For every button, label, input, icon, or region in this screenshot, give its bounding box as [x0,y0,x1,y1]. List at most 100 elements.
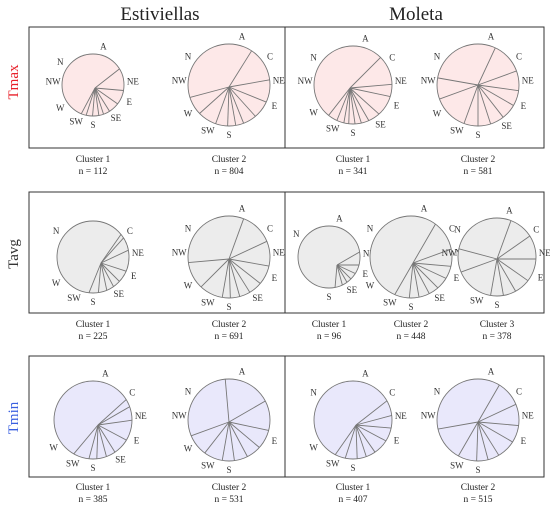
slice-boundary [97,424,116,453]
slice-boundary [80,87,96,114]
cluster-name: Cluster 1 [76,483,111,493]
slice-label-c: C [449,223,455,233]
slice-boundary [412,248,452,264]
pie-disc [187,43,271,127]
pie-disc [56,220,130,294]
slice-label-s: S [90,463,95,473]
slice-boundary [458,248,498,260]
slice-boundary [343,87,351,123]
slice-label-e: E [394,435,400,445]
slice-label-ne: NE [522,76,534,86]
pie-disc [436,378,520,462]
slice-boundary [228,50,252,88]
slice-boundary [88,424,99,459]
slice-boundary [477,84,519,92]
pie-disc [457,217,537,297]
slice-boundary [228,86,256,117]
slice-label-c: C [267,51,273,61]
slice-boundary [477,84,492,125]
slice-label-n: N [185,51,192,61]
pie-charts: ANEESESSWWNWNACNEESSWWNWNACNEESESSWWNWNA… [46,32,550,475]
slice-label-c: C [267,223,273,233]
slice-boundary [355,424,367,457]
column-title-estiviellas: Estiviellas [120,4,199,25]
slice-label-sw: SW [67,293,81,303]
slice-label-a: A [239,204,246,214]
slice-label-w: W [52,278,61,288]
slice-label-sw: SW [450,460,464,470]
slice-boundary [100,237,124,264]
slice-label-c: C [516,51,522,61]
slice-label-c: C [389,387,395,397]
slice-boundary [228,240,268,260]
slice-boundary [437,421,479,430]
slice-label-a: A [239,367,246,377]
cluster-n: n = 581 [463,167,492,177]
slice-label-n: N [185,386,192,396]
slice-boundary [460,258,498,273]
slice-boundary [328,87,351,116]
slice-label-sw: SW [201,125,215,135]
slice-label-nw: NW [421,411,436,421]
slice-boundary [94,87,110,112]
slice-label-s: S [350,463,355,473]
slice-label-c: C [533,224,539,234]
slice-label-se: SE [111,113,122,123]
cluster-name: Cluster 2 [212,155,247,165]
slice-label-sw: SW [201,297,215,307]
slice-label-e: E [134,435,140,445]
slice-boundary [228,258,251,293]
slice-boundary [496,258,529,282]
slice-boundary [349,83,393,89]
slice-label-w: W [184,109,193,119]
slice-label-e: E [127,97,133,107]
slice-boundary [496,220,512,260]
slice-label-se: SE [501,121,512,131]
slice-boundary [215,86,230,124]
slice-label-s: S [350,128,355,138]
slice-boundary [336,264,343,286]
slice-boundary [228,421,235,461]
slice-label-n: N [53,226,60,236]
slice-boundary [336,264,356,274]
slice-boundary [200,258,230,288]
pie-tmax-moleta-cluster-2: A C NE E SE S SW W NW N [421,32,535,140]
slice-label-e: E [394,100,400,110]
slice-label-a: A [488,367,495,377]
slice-boundary [228,258,231,298]
slice-boundary [336,264,352,280]
slice-label-e: E [521,101,527,111]
slice-label-e: E [538,272,544,282]
slice-boundary [477,47,496,86]
slice-boundary [349,87,391,97]
slice-boundary [349,57,381,89]
cluster-n: n = 341 [338,167,367,177]
slice-boundary [97,424,127,441]
slice-label-sw: SW [69,116,83,126]
slice-label-c: C [127,226,133,236]
slice-boundary [355,424,358,459]
slice-boundary [94,87,118,105]
slice-boundary [73,424,99,455]
slice-label-ne: NE [273,248,285,258]
pie-disc [187,215,271,299]
slice-boundary [204,421,230,454]
slice-boundary [477,421,513,443]
slice-label-e: E [521,436,527,446]
slice-label-w: W [184,281,193,291]
slice-label-w: W [433,109,442,119]
slice-boundary [97,419,133,426]
slice-label-ne: NE [132,248,144,258]
slice-label-ne: NE [395,76,407,86]
slice-boundary [412,262,430,294]
cluster-name: Cluster 1 [312,320,347,330]
slice-boundary [191,421,230,437]
panel-tavg-moleta [284,191,545,314]
slice-boundary [412,262,420,298]
pie-tmin-moleta-cluster-2: A C NE E S SW NW N [421,367,535,475]
slice-boundary [97,424,107,457]
slice-boundary [477,421,500,456]
slice-boundary [228,79,270,88]
cluster-n: n = 515 [463,495,492,505]
slice-boundary [355,414,392,426]
